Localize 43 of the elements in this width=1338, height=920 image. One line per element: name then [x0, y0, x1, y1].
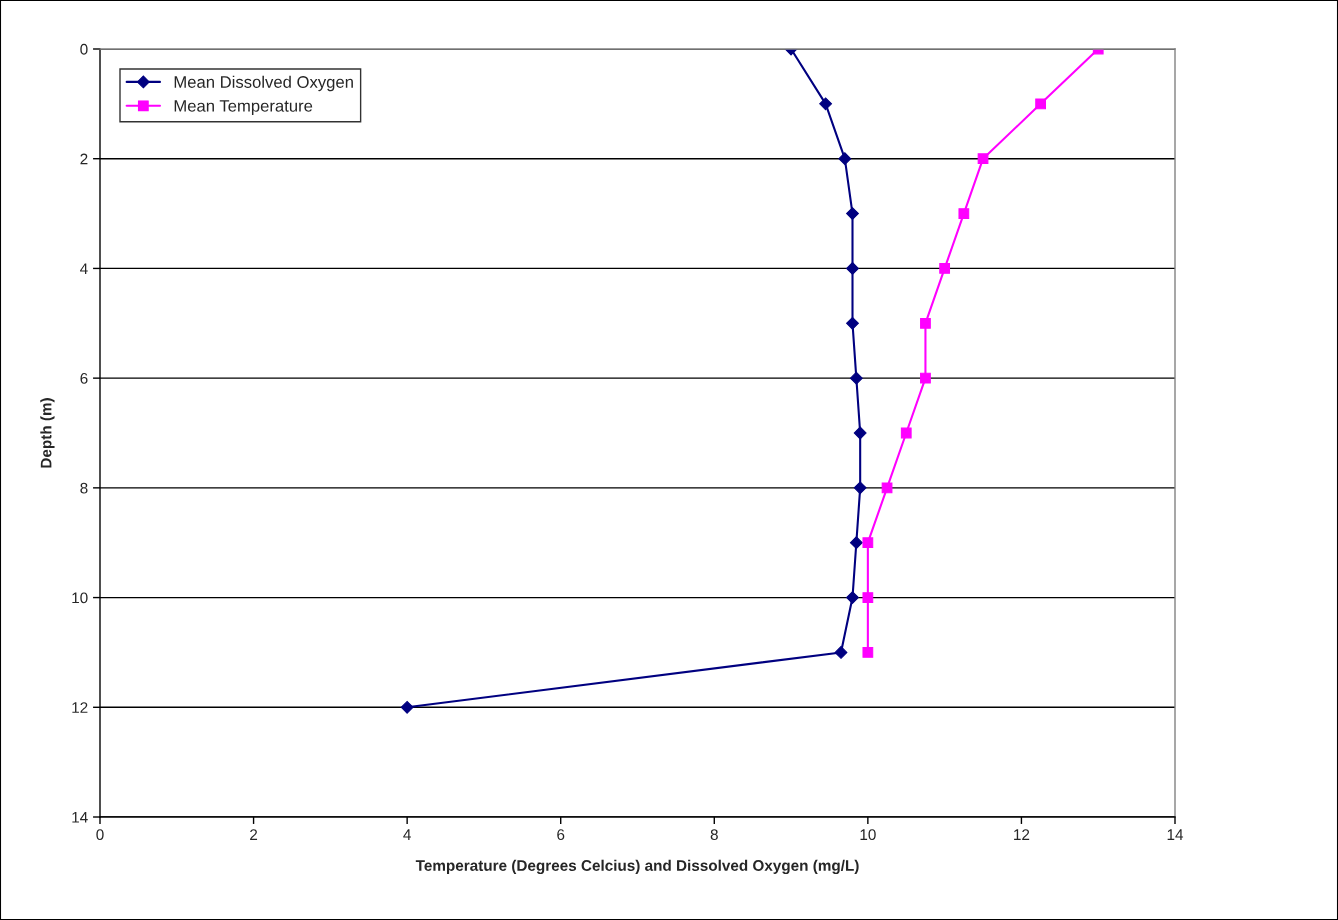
- y-tick-label: 6: [80, 373, 88, 384]
- legend-label: Mean Dissolved Oxygen: [174, 75, 353, 92]
- y-tick-label: 8: [80, 482, 88, 494]
- point: [846, 591, 859, 604]
- x-tick-label: 2: [250, 829, 258, 840]
- point: [846, 207, 859, 220]
- y-axis-title: Depth (m): [40, 398, 55, 468]
- point: [819, 97, 833, 111]
- y-tick-label: 4: [80, 263, 88, 274]
- point: [977, 153, 989, 165]
- x-axis-title: Temperature (Degrees Celcius) and Dissolved Oxygen (mg/L): [415, 859, 859, 875]
- point: [862, 592, 874, 603]
- point: [853, 426, 867, 440]
- y-tick-label: 12: [72, 702, 88, 713]
- point: [939, 263, 951, 274]
- y-tick-label: 0: [80, 43, 88, 55]
- x-tick-label: 4: [403, 829, 411, 840]
- point: [958, 208, 970, 219]
- legend-label: Mean Temperature: [174, 100, 313, 116]
- point: [849, 536, 863, 550]
- x-tick-label: 8: [710, 829, 718, 841]
- point: [1035, 98, 1047, 110]
- point: [900, 427, 912, 439]
- y-tick-label: 10: [72, 592, 88, 604]
- point: [849, 371, 863, 385]
- point: [838, 152, 852, 166]
- y-tick-label: 14: [72, 812, 88, 823]
- point: [834, 646, 848, 659]
- x-tick-label: 12: [1014, 829, 1030, 840]
- x-tick-label: 6: [557, 829, 565, 841]
- point: [846, 316, 859, 330]
- point: [853, 481, 867, 495]
- x-tick-label: 14: [1167, 829, 1184, 840]
- point: [881, 482, 893, 494]
- x-tick-label: 10: [860, 829, 876, 841]
- point: [846, 262, 859, 275]
- x-tick-label: 0: [96, 829, 104, 841]
- point: [862, 537, 874, 549]
- point: [862, 647, 874, 658]
- point: [920, 317, 931, 329]
- y-tick-label: 2: [80, 153, 88, 165]
- point: [400, 700, 414, 714]
- point: [920, 372, 931, 384]
